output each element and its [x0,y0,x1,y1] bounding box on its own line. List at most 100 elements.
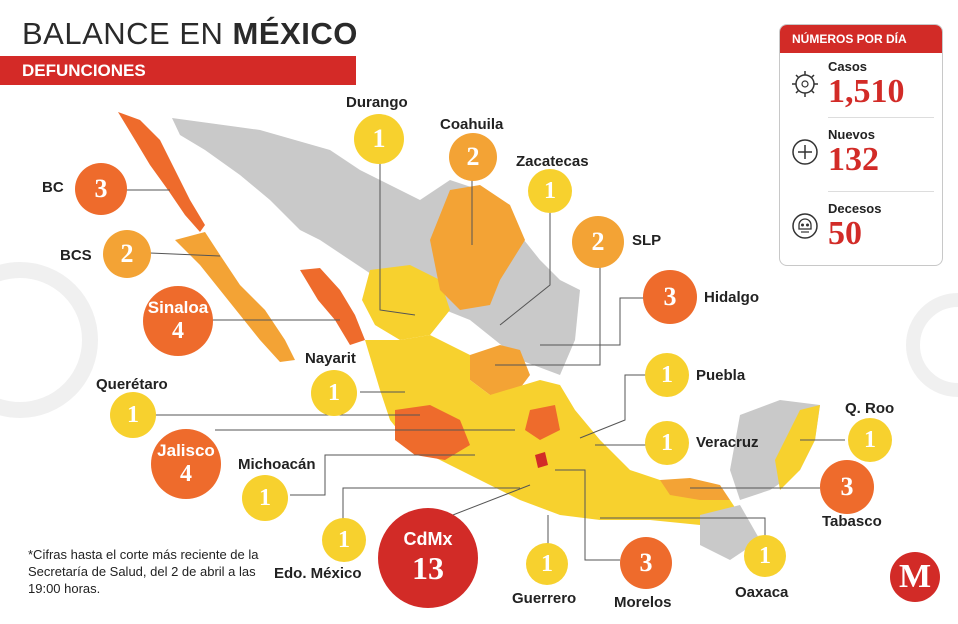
label-puebla: Puebla [696,367,746,384]
label-zacatecas: Zacatecas [516,153,589,170]
bubble-tabasco: 3 [820,460,874,514]
label-bcs: BCS [60,247,92,264]
label-nayarit: Nayarit [305,350,356,367]
label-slp: SLP [632,232,662,249]
label-cdmx: CdMx [403,529,453,549]
title-bold: MÉXICO [232,16,358,51]
bubble-durango: 1 [354,114,404,164]
footnote: *Cifras hasta el corte más reciente de l… [28,547,259,596]
decesos-value: 50 [828,215,862,252]
stat-nuevos: Nuevos 132 [790,123,932,185]
bubble-nayarit: 1 [311,370,357,416]
bubble-cdmx: CdMx 13 [378,508,478,608]
casos-value: 1,510 [828,73,905,110]
stat-casos: Casos 1,510 [790,55,932,117]
label-oaxaca: Oaxaca [735,584,789,601]
decesos-label: Decesos [828,201,882,216]
label-sinaloa: Sinaloa [147,297,209,317]
value-durango: 1 [372,124,386,153]
value-guerrero: 1 [541,550,553,577]
bubble-puebla: 1 [645,353,689,397]
bubble-sinaloa: Sinaloa 4 [143,286,213,356]
bubble-slp: 2 [572,216,624,268]
label-michoacan: Michoacán [238,456,316,473]
map-sinaloa [300,268,365,345]
map-qroo [775,405,820,490]
label-durango: Durango [346,94,408,111]
casos-label: Casos [828,59,868,74]
label-qroo: Q. Roo [845,400,895,417]
value-sinaloa: 4 [172,317,184,344]
bubble-hidalgo: 3 [643,270,697,324]
bubble-guerrero: 1 [526,543,568,585]
map-jalisco [395,405,470,460]
label-guerrero: Guerrero [512,590,577,607]
value-cdmx: 13 [412,550,444,586]
skull-icon [792,213,818,239]
bubble-michoacan: 1 [242,475,288,521]
label-jalisco: Jalisco [157,440,215,460]
value-qroo: 1 [864,426,876,453]
value-slp: 2 [591,227,605,256]
map-gray-north [172,118,580,375]
stats-header: NÚMEROS POR DÍA [780,25,942,53]
map-tabasco [660,478,730,500]
map-slp [470,345,530,395]
value-puebla: 1 [661,361,673,388]
page-title: BALANCE EN MÉXICO [22,16,358,52]
value-queretaro: 1 [127,401,139,428]
label-queretaro: Querétaro [96,376,168,393]
nuevos-value: 132 [828,141,879,178]
value-oaxaca: 1 [759,542,771,569]
stat-decesos: Decesos 50 [790,197,932,259]
logo-letter: M [898,558,932,595]
bubble-bc: 3 [75,163,127,215]
milenio-logo: M [890,552,940,602]
connector-lines [125,152,845,561]
nuevos-label: Nuevos [828,127,875,142]
map-cdmx [535,452,548,468]
value-tabasco: 3 [840,472,854,501]
bubble-zacatecas: 1 [528,169,572,213]
map-coahuila [430,185,525,310]
bubble-queretaro: 1 [110,392,156,438]
label-hidalgo: Hidalgo [704,289,759,306]
label-morelos: Morelos [614,594,672,611]
value-veracruz: 1 [661,429,673,456]
value-bc: 3 [94,174,108,203]
bubble-jalisco: Jalisco 4 [151,429,221,499]
value-nayarit: 1 [328,379,340,406]
value-michoacan: 1 [259,484,271,511]
bubble-veracruz: 1 [645,421,689,465]
value-jalisco: 4 [180,460,192,487]
divider [828,191,934,192]
title-light: BALANCE EN [22,16,224,51]
bubble-oaxaca: 1 [744,535,786,577]
map-hidalgo [525,405,560,440]
subtitle: DEFUNCIONES [22,61,146,80]
value-coahuila: 2 [466,142,480,171]
value-edomex: 1 [338,526,350,553]
map-bc [118,112,205,232]
label-bc: BC [42,179,64,196]
bubble-bcs: 2 [103,230,151,278]
subtitle-bar: DEFUNCIONES [0,56,356,85]
label-edomex: Edo. México [274,565,362,582]
map-bcs [175,232,295,362]
map-durango [362,265,450,340]
value-bcs: 2 [120,239,134,268]
value-morelos: 3 [639,548,653,577]
bubble-edomex: 1 [322,518,366,562]
plus-circle-icon [792,139,818,165]
value-zacatecas: 1 [544,177,556,204]
bubble-morelos: 3 [620,537,672,589]
divider [828,117,934,118]
virus-decoration-right [906,293,958,397]
label-coahuila: Coahuila [440,116,504,133]
bubble-coahuila: 2 [449,133,497,181]
label-tabasco: Tabasco [822,513,882,530]
bubble-qroo: 1 [848,418,892,462]
virus-icon [792,71,818,97]
stats-panel: NÚMEROS POR DÍA Casos 1,510 Nuevos 132 [779,24,943,266]
